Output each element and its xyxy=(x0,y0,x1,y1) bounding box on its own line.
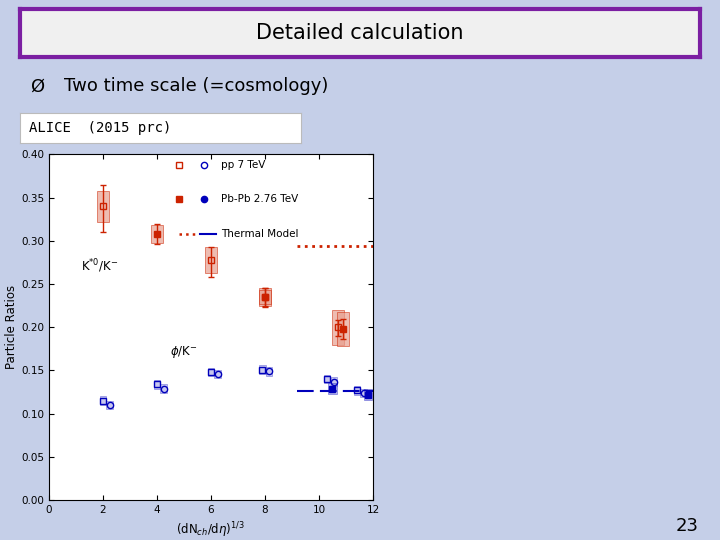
Bar xyxy=(330,377,337,386)
Bar xyxy=(205,247,217,273)
Bar xyxy=(107,401,113,409)
Text: K$^{*0}$/K$^{-}$: K$^{*0}$/K$^{-}$ xyxy=(81,258,119,275)
Text: $\phi$/K$^{-}$: $\phi$/K$^{-}$ xyxy=(171,344,198,360)
Text: Thermal Model: Thermal Model xyxy=(221,229,298,239)
Bar xyxy=(151,225,163,242)
Bar xyxy=(215,369,221,378)
Bar xyxy=(161,384,167,393)
Bar xyxy=(324,375,330,383)
Bar xyxy=(354,386,360,395)
Bar xyxy=(97,191,109,222)
Bar xyxy=(328,383,336,394)
Bar xyxy=(337,312,349,346)
Bar xyxy=(154,380,161,389)
Bar xyxy=(364,389,372,400)
X-axis label: (dN$_{ch}$/d$\eta$)$^{1/3}$: (dN$_{ch}$/d$\eta$)$^{1/3}$ xyxy=(176,521,246,540)
Bar xyxy=(99,396,107,405)
Bar xyxy=(360,389,366,397)
Bar xyxy=(259,365,266,374)
Text: ALICE  (2015 prc): ALICE (2015 prc) xyxy=(29,122,171,135)
Y-axis label: Particle Ratios: Particle Ratios xyxy=(5,285,18,369)
Bar xyxy=(208,368,215,376)
Text: Ø: Ø xyxy=(30,77,45,96)
Bar xyxy=(332,310,344,345)
Text: Two time scale (=cosmology): Two time scale (=cosmology) xyxy=(64,77,329,96)
Text: Pb-Pb 2.76 TeV: Pb-Pb 2.76 TeV xyxy=(221,194,298,204)
Text: 23: 23 xyxy=(675,517,698,535)
Bar xyxy=(266,367,272,376)
Text: pp 7 TeV: pp 7 TeV xyxy=(221,160,265,170)
Bar xyxy=(259,290,271,304)
Text: Detailed calculation: Detailed calculation xyxy=(256,23,464,43)
Bar xyxy=(259,288,271,306)
